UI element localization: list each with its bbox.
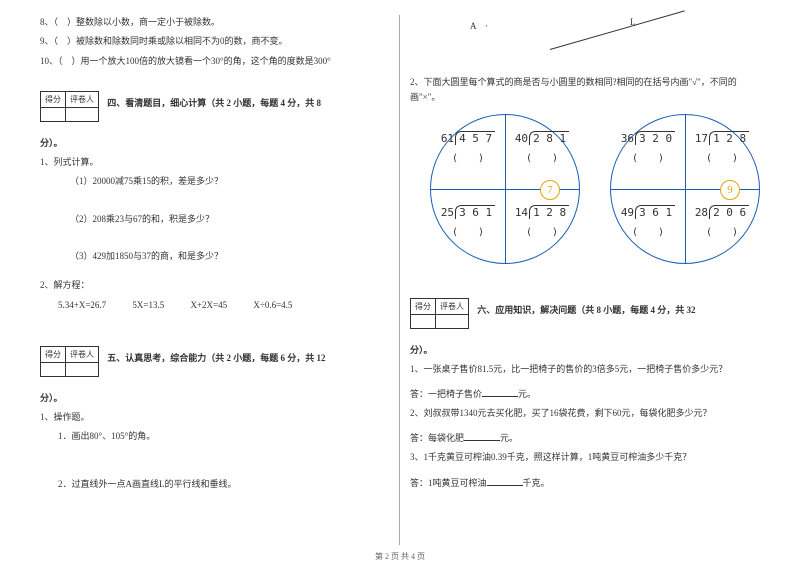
c2-bl: 493 6 1 ( )	[611, 189, 685, 263]
q9: 9、（ ）被除数和除数同时乘或除以相同不为0的数，商不变。	[40, 34, 389, 49]
point-a-label: A ·	[470, 21, 488, 31]
ans3: 答：1吨黄豆可榨油 千克。	[410, 476, 760, 489]
ans2a: 答：每袋化肥	[410, 433, 464, 443]
circles-diagram: 7 9 614 5 7 ( ) 402 8 1 ( ) 253 6 1 ( ) …	[410, 112, 760, 272]
c2-tl: 363 2 0 ( )	[611, 115, 685, 189]
score-box-4: 得分评卷人	[40, 91, 99, 122]
sec6-title2: 分）。	[410, 343, 760, 358]
blank-1	[482, 387, 518, 397]
score-h2c: 评卷人	[436, 298, 469, 314]
s4-2: 2、解方程：	[40, 278, 389, 293]
ans3b: 千克。	[523, 478, 550, 488]
q6-1: 1、一张桌子售价81.5元，比一把椅子的售价的3倍多5元，一把椅子售价多少元？	[410, 362, 760, 377]
blank-3	[487, 476, 523, 486]
eq2: 5X=13.5	[132, 300, 164, 310]
score-box-5: 得分评卷人	[40, 346, 99, 377]
q6-2: 2、刘叔叔带1340元去买化肥，买了16袋花费，剩下60元，每袋化肥多少元？	[410, 406, 760, 421]
score-box-6: 得分评卷人	[410, 298, 469, 329]
c2-tr: 171 2 8 ( )	[685, 115, 759, 189]
ans2: 答：每袋化肥 元。	[410, 431, 760, 444]
score-h1: 得分	[41, 91, 66, 107]
eq4: X÷0.6=4.5	[253, 300, 292, 310]
score-h1b: 得分	[41, 346, 66, 362]
center-badge-7: 7	[540, 180, 560, 200]
s5-1: 1、操作题。	[40, 410, 389, 425]
score-h2: 评卷人	[66, 91, 99, 107]
label-a: A	[470, 21, 476, 31]
eq1: 5.34+X=26.7	[58, 300, 106, 310]
eq3: X+2X=45	[190, 300, 227, 310]
sec4-title2: 分）。	[40, 136, 389, 151]
dot-icon: ·	[485, 21, 488, 31]
s5-1a: 1．画出80°、105°的角。	[40, 429, 389, 444]
sec4-title: 四、看清题目，细心计算（共 2 小题，每题 4 分，共 8	[107, 98, 321, 108]
c1-tl: 614 5 7 ( )	[431, 115, 505, 189]
c1-bl: 253 6 1 ( )	[431, 189, 505, 263]
line-l	[550, 10, 685, 50]
left-column: 8、（ ）整数除以小数，商一定小于被除数。 9、（ ）被除数和除数同时乘或除以相…	[30, 15, 400, 545]
sec5-title2: 分）。	[40, 391, 389, 406]
c1-br: 141 2 8 ( )	[505, 189, 579, 263]
blank-2	[464, 431, 500, 441]
sec6-title: 六、应用知识，解决问题（共 8 小题，每题 4 分，共 32	[477, 305, 695, 315]
sec5-title: 五、认真思考，综合能力（共 2 小题，每题 6 分，共 12	[107, 353, 325, 363]
ans2b: 元。	[500, 433, 518, 443]
line-diagram: A · L	[410, 15, 760, 75]
s5-1b: 2．过直线外一点A画直线L的平行线和垂线。	[40, 477, 389, 492]
s4-1c: （3）429加1850与37的商，和是多少？	[40, 249, 389, 264]
s4-1a: （1）20000减75乘15的积，差是多少？	[40, 174, 389, 189]
equations: 5.34+X=26.7 5X=13.5 X+2X=45 X÷0.6=4.5	[40, 300, 389, 310]
score-h2b: 评卷人	[66, 346, 99, 362]
score-h1c: 得分	[411, 298, 436, 314]
r-q2: 2、下面大圆里每个算式的商是否与小圆里的数相同?相同的在括号内画"√"，不同的画…	[410, 75, 760, 106]
center-badge-9: 9	[720, 180, 740, 200]
s4-1: 1、列式计算。	[40, 155, 389, 170]
q8: 8、（ ）整数除以小数，商一定小于被除数。	[40, 15, 389, 30]
page-footer: 第 2 页 共 4 页	[0, 551, 800, 562]
s4-1b: （2）208乘23与67的和，积是多少？	[40, 212, 389, 227]
q10: 10、（ ）用一个放大100倍的放大镜看一个30°的角，这个角的度数是300°	[40, 54, 389, 69]
ans1: 答：一把椅子售价 元。	[410, 387, 760, 400]
ans1a: 答：一把椅子售价	[410, 389, 482, 399]
ans1b: 元。	[518, 389, 536, 399]
right-column: A · L 2、下面大圆里每个算式的商是否与小圆里的数相同?相同的在括号内画"√…	[400, 15, 770, 545]
ans3a: 答：1吨黄豆可榨油	[410, 478, 487, 488]
q6-3: 3、1千克黄豆可榨油0.39千克，照这样计算，1吨黄豆可榨油多少千克？	[410, 450, 760, 465]
c2-br: 282 0 6 ( )	[685, 189, 759, 263]
c1-tr: 402 8 1 ( )	[505, 115, 579, 189]
